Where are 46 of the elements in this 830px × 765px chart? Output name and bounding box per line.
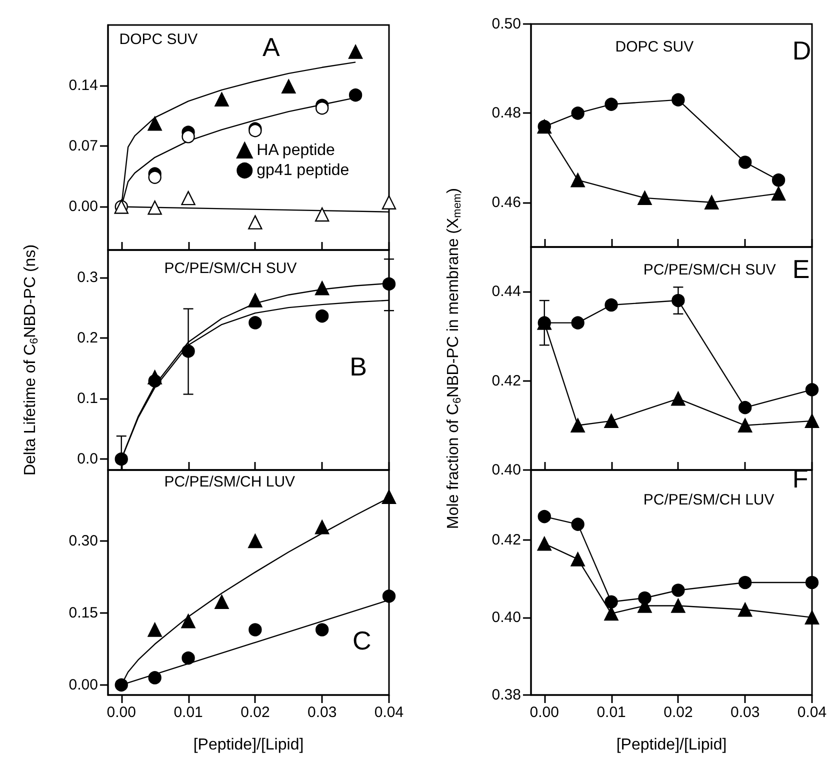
y-tick-label: 0.1: [77, 390, 98, 407]
y-tick-label: 0.40: [492, 608, 521, 626]
x-tick-label: 0.00: [106, 704, 136, 721]
y-tick-label: 0.44: [492, 283, 521, 300]
y-tick-label: 0.42: [492, 372, 521, 390]
annotation: B: [350, 351, 368, 382]
y-tick-label: 0.14: [68, 77, 98, 94]
y-tick-label: 0.0: [77, 450, 98, 468]
x-tick-label: 0.03: [307, 704, 337, 721]
annotation: PC/PE/SM/CH SUV: [643, 262, 776, 279]
annotation: C: [352, 626, 372, 656]
y-tick-label: 0.00: [68, 198, 98, 216]
y-tick-label: 0.40: [492, 462, 521, 478]
y-tick-label: 0.50: [492, 16, 521, 32]
x-tick-label: 0.02: [240, 704, 270, 721]
annotation: DOPC SUV: [119, 30, 198, 48]
x-tick-label: 0.03: [730, 704, 760, 721]
y-tick-label: 0.3: [77, 268, 98, 286]
annotation: PC/PE/SM/CH SUV: [164, 260, 297, 277]
annotation: D: [792, 35, 812, 66]
annotation: PC/PE/SM/CH LUV: [643, 492, 774, 508]
annotation: A: [262, 32, 281, 62]
legend-label: gp41 peptide: [256, 162, 350, 179]
y-axis-title: Delta Lifetime of C6NBD-PC (ns): [22, 244, 40, 476]
annotation: PC/PE/SM/CH LUV: [164, 474, 296, 490]
x-tick-label: 0.01: [596, 704, 626, 721]
x-tick-label: 0.01: [174, 704, 203, 721]
annotation: DOPC SUV: [615, 38, 694, 56]
y-tick-label: 0.42: [492, 531, 521, 548]
y-tick-label: 0.00: [68, 676, 98, 694]
x-tick-label: 0.02: [664, 704, 693, 721]
x-axis-title: [Peptide]/[Lipid]: [193, 736, 304, 754]
y-tick-label: 0.46: [492, 194, 521, 211]
y-axis-title: Mole fraction of C6NBD-PC in membrane (Xmem): [445, 188, 464, 529]
y-tick-label: 0.2: [77, 329, 98, 346]
x-tick-label: 0.04: [374, 704, 404, 721]
y-tick-label: 0.07: [68, 138, 98, 155]
x-axis-title: [Peptide]/[Lipid]: [616, 736, 727, 754]
x-tick-label: 0.04: [797, 704, 827, 721]
legend-label: HA peptide: [256, 142, 336, 159]
y-tick-label: 0.38: [492, 686, 521, 704]
x-tick-label: 0.00: [530, 704, 559, 721]
y-tick-label: 0.15: [68, 604, 98, 622]
y-tick-label: 0.30: [68, 532, 98, 550]
annotation: E: [792, 254, 810, 284]
y-tick-label: 0.48: [492, 104, 521, 122]
